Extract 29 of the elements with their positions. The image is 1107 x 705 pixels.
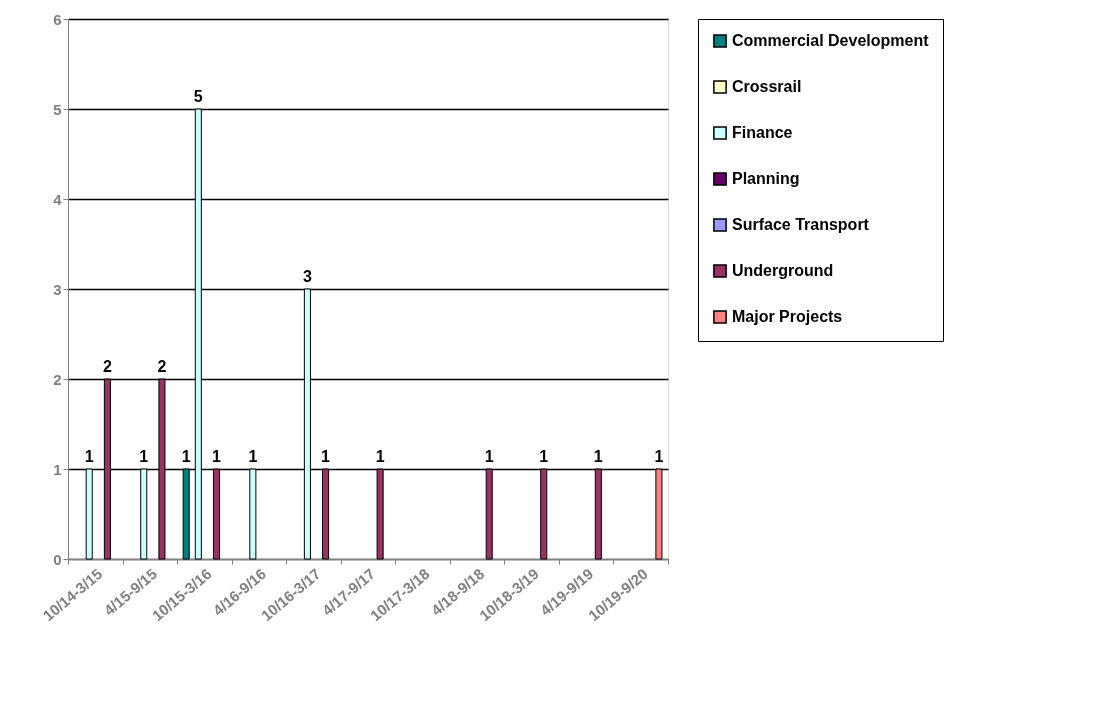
data-label: 2 [157, 358, 167, 375]
legend-label: Underground [732, 262, 834, 279]
legend-label: Finance [732, 124, 793, 141]
data-label: 1 [139, 448, 149, 465]
data-label: 2 [102, 358, 112, 375]
data-label: 1 [654, 448, 664, 465]
data-label: 1 [84, 448, 94, 465]
data-label: 1 [248, 448, 258, 465]
data-label: 1 [212, 448, 222, 465]
y-tick-label: 5 [53, 100, 62, 118]
data-label: 1 [181, 448, 191, 465]
legend-label: Commercial Development [732, 32, 930, 49]
data-label: 3 [302, 268, 312, 285]
data-label: 1 [321, 448, 331, 465]
y-tick-label: 1 [53, 460, 62, 478]
data-label: 1 [375, 448, 385, 465]
legend-label: Major Projects [732, 308, 843, 325]
y-tick-label: 2 [53, 370, 62, 388]
data-label: 1 [484, 448, 494, 465]
data-label: 1 [593, 448, 603, 465]
legend-label: Surface Transport [732, 216, 870, 233]
data-label: 5 [193, 88, 203, 105]
data-label: 1 [539, 448, 549, 465]
y-tick-label: 6 [53, 10, 62, 28]
y-tick-label: 4 [53, 190, 63, 208]
y-tick-label: 0 [53, 550, 62, 568]
legend-label: Planning [732, 170, 800, 187]
legend-label: Crossrail [732, 78, 802, 95]
y-tick-label: 3 [53, 280, 62, 298]
